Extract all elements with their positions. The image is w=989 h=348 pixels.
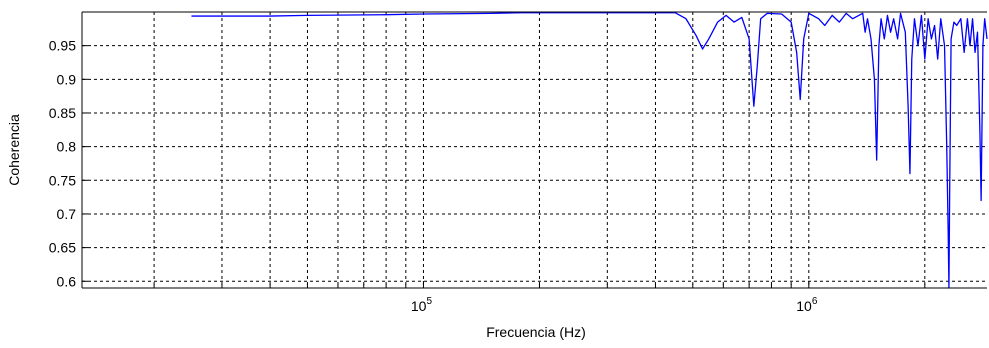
series-layer: [191, 12, 988, 289]
axes-layer: [81, 11, 987, 289]
y-axis-label: Coherencia: [6, 114, 22, 186]
y-tick-label: 0.85: [49, 105, 76, 121]
y-tick-label: 0.75: [49, 172, 76, 188]
y-tick-label: 0.6: [57, 273, 77, 289]
y-tick-label: 0.7: [57, 206, 77, 222]
y-tick-label: 0.95: [49, 38, 76, 54]
coherence-series-line: [191, 12, 988, 289]
x-tick-label: 105: [411, 296, 433, 314]
plot-area-background: [82, 12, 987, 288]
grid-layer: [82, 12, 987, 288]
y-tick-label: 0.8: [57, 139, 77, 155]
x-tick-label: 106: [796, 296, 818, 314]
tick-label-layer: 105 106 0.6 0.65 0.7 0.75 0.8 0.85 0.9 0.95: [49, 38, 818, 314]
x-axis-label: Frecuencia (Hz): [486, 324, 586, 340]
y-tick-label: 0.65: [49, 240, 76, 256]
y-tick-label: 0.9: [57, 71, 77, 87]
